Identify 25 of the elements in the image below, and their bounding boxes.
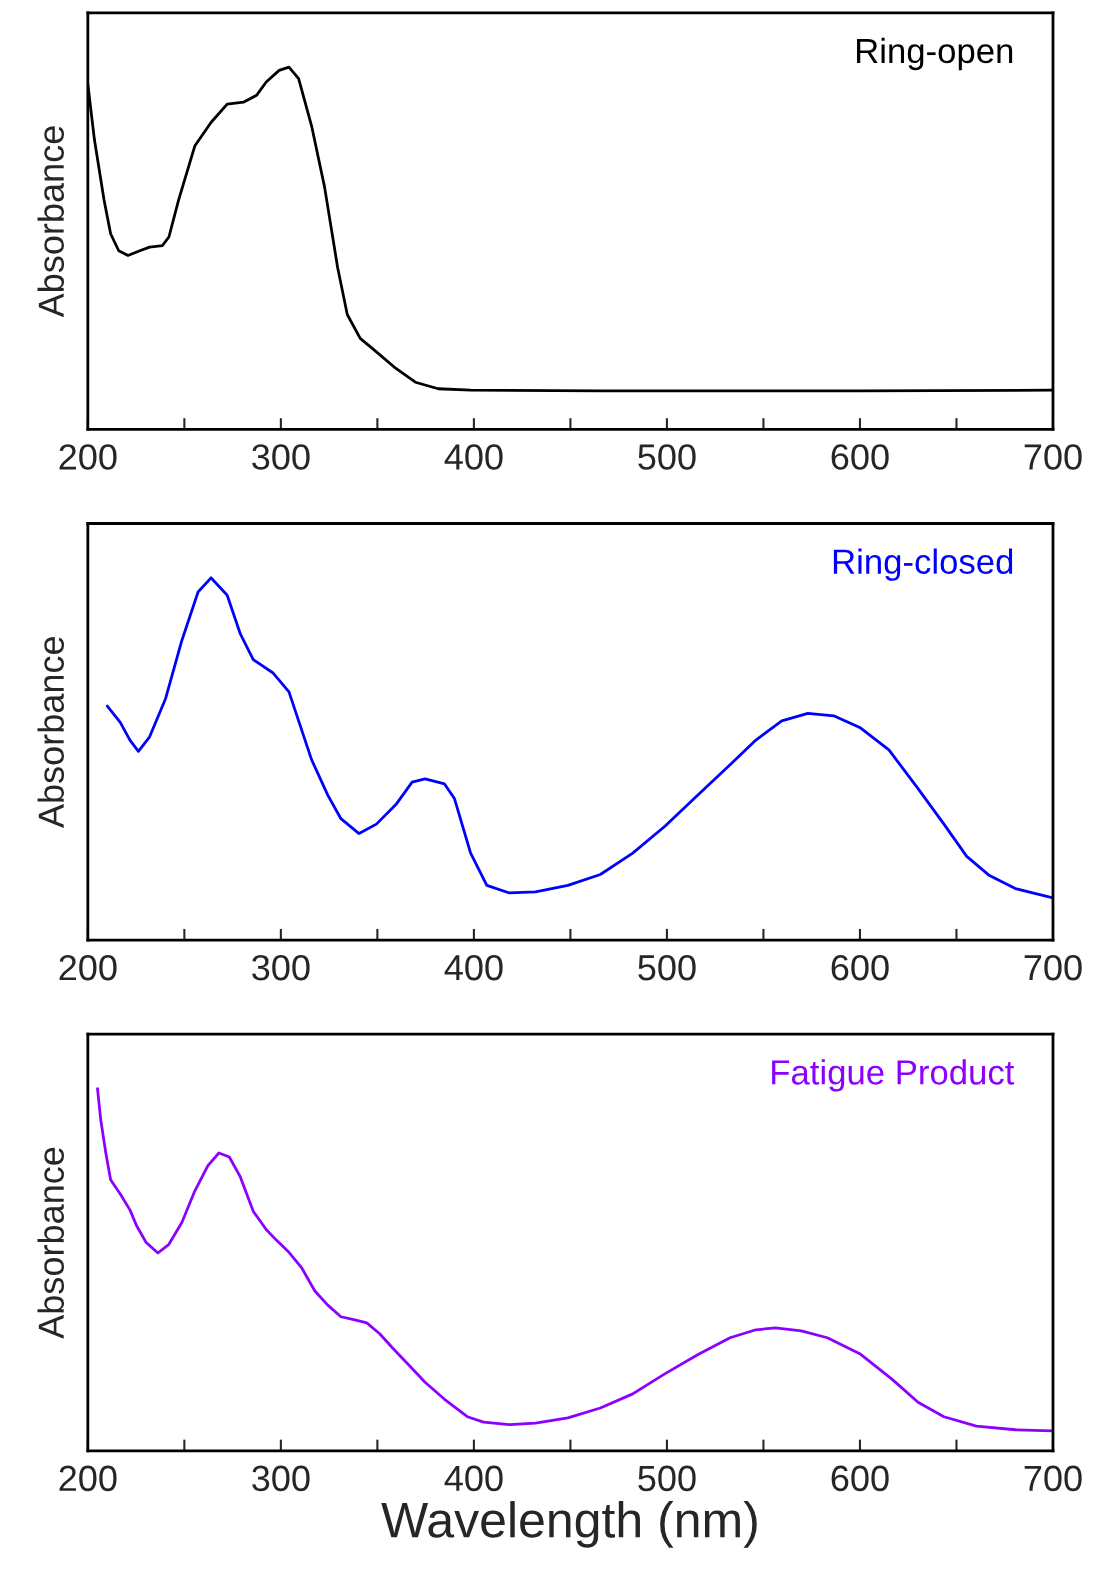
x-tick-label: 700 — [1024, 954, 1082, 981]
y-axis-title: Absorbance — [37, 637, 65, 829]
x-tick-label: 600 — [831, 444, 889, 470]
x-tick-label: 500 — [638, 954, 696, 981]
x-tick-label: 200 — [59, 954, 117, 981]
y-axis-title: Absorbance — [37, 1147, 65, 1339]
x-tick-label: 400 — [444, 954, 503, 981]
x-axis-title: Wavelength (nm) — [381, 1501, 757, 1548]
text: Fatigue Product — [772, 1059, 1015, 1092]
x-tick-label: 600 — [831, 954, 889, 981]
x-tick-label: 600 — [831, 1465, 889, 1492]
x-tick-label: 300 — [252, 1465, 310, 1492]
x-tick-label: 400 — [444, 1465, 503, 1492]
x-tick-label: 500 — [638, 444, 696, 470]
x-tick-label: 300 — [252, 954, 310, 981]
x-tick-label: 200 — [59, 1465, 117, 1492]
y-axis-title: Absorbance — [37, 126, 65, 318]
x-tick-label: 700 — [1024, 1465, 1082, 1492]
x-tick-label: 300 — [252, 444, 310, 470]
x-tick-label: 700 — [1024, 444, 1082, 470]
x-tick-label: 400 — [444, 444, 503, 470]
text: Ring-closed — [833, 548, 1013, 581]
text: Ring-open — [857, 37, 1013, 71]
x-tick-label: 200 — [59, 444, 117, 470]
x-tick-label: 500 — [638, 1465, 696, 1492]
